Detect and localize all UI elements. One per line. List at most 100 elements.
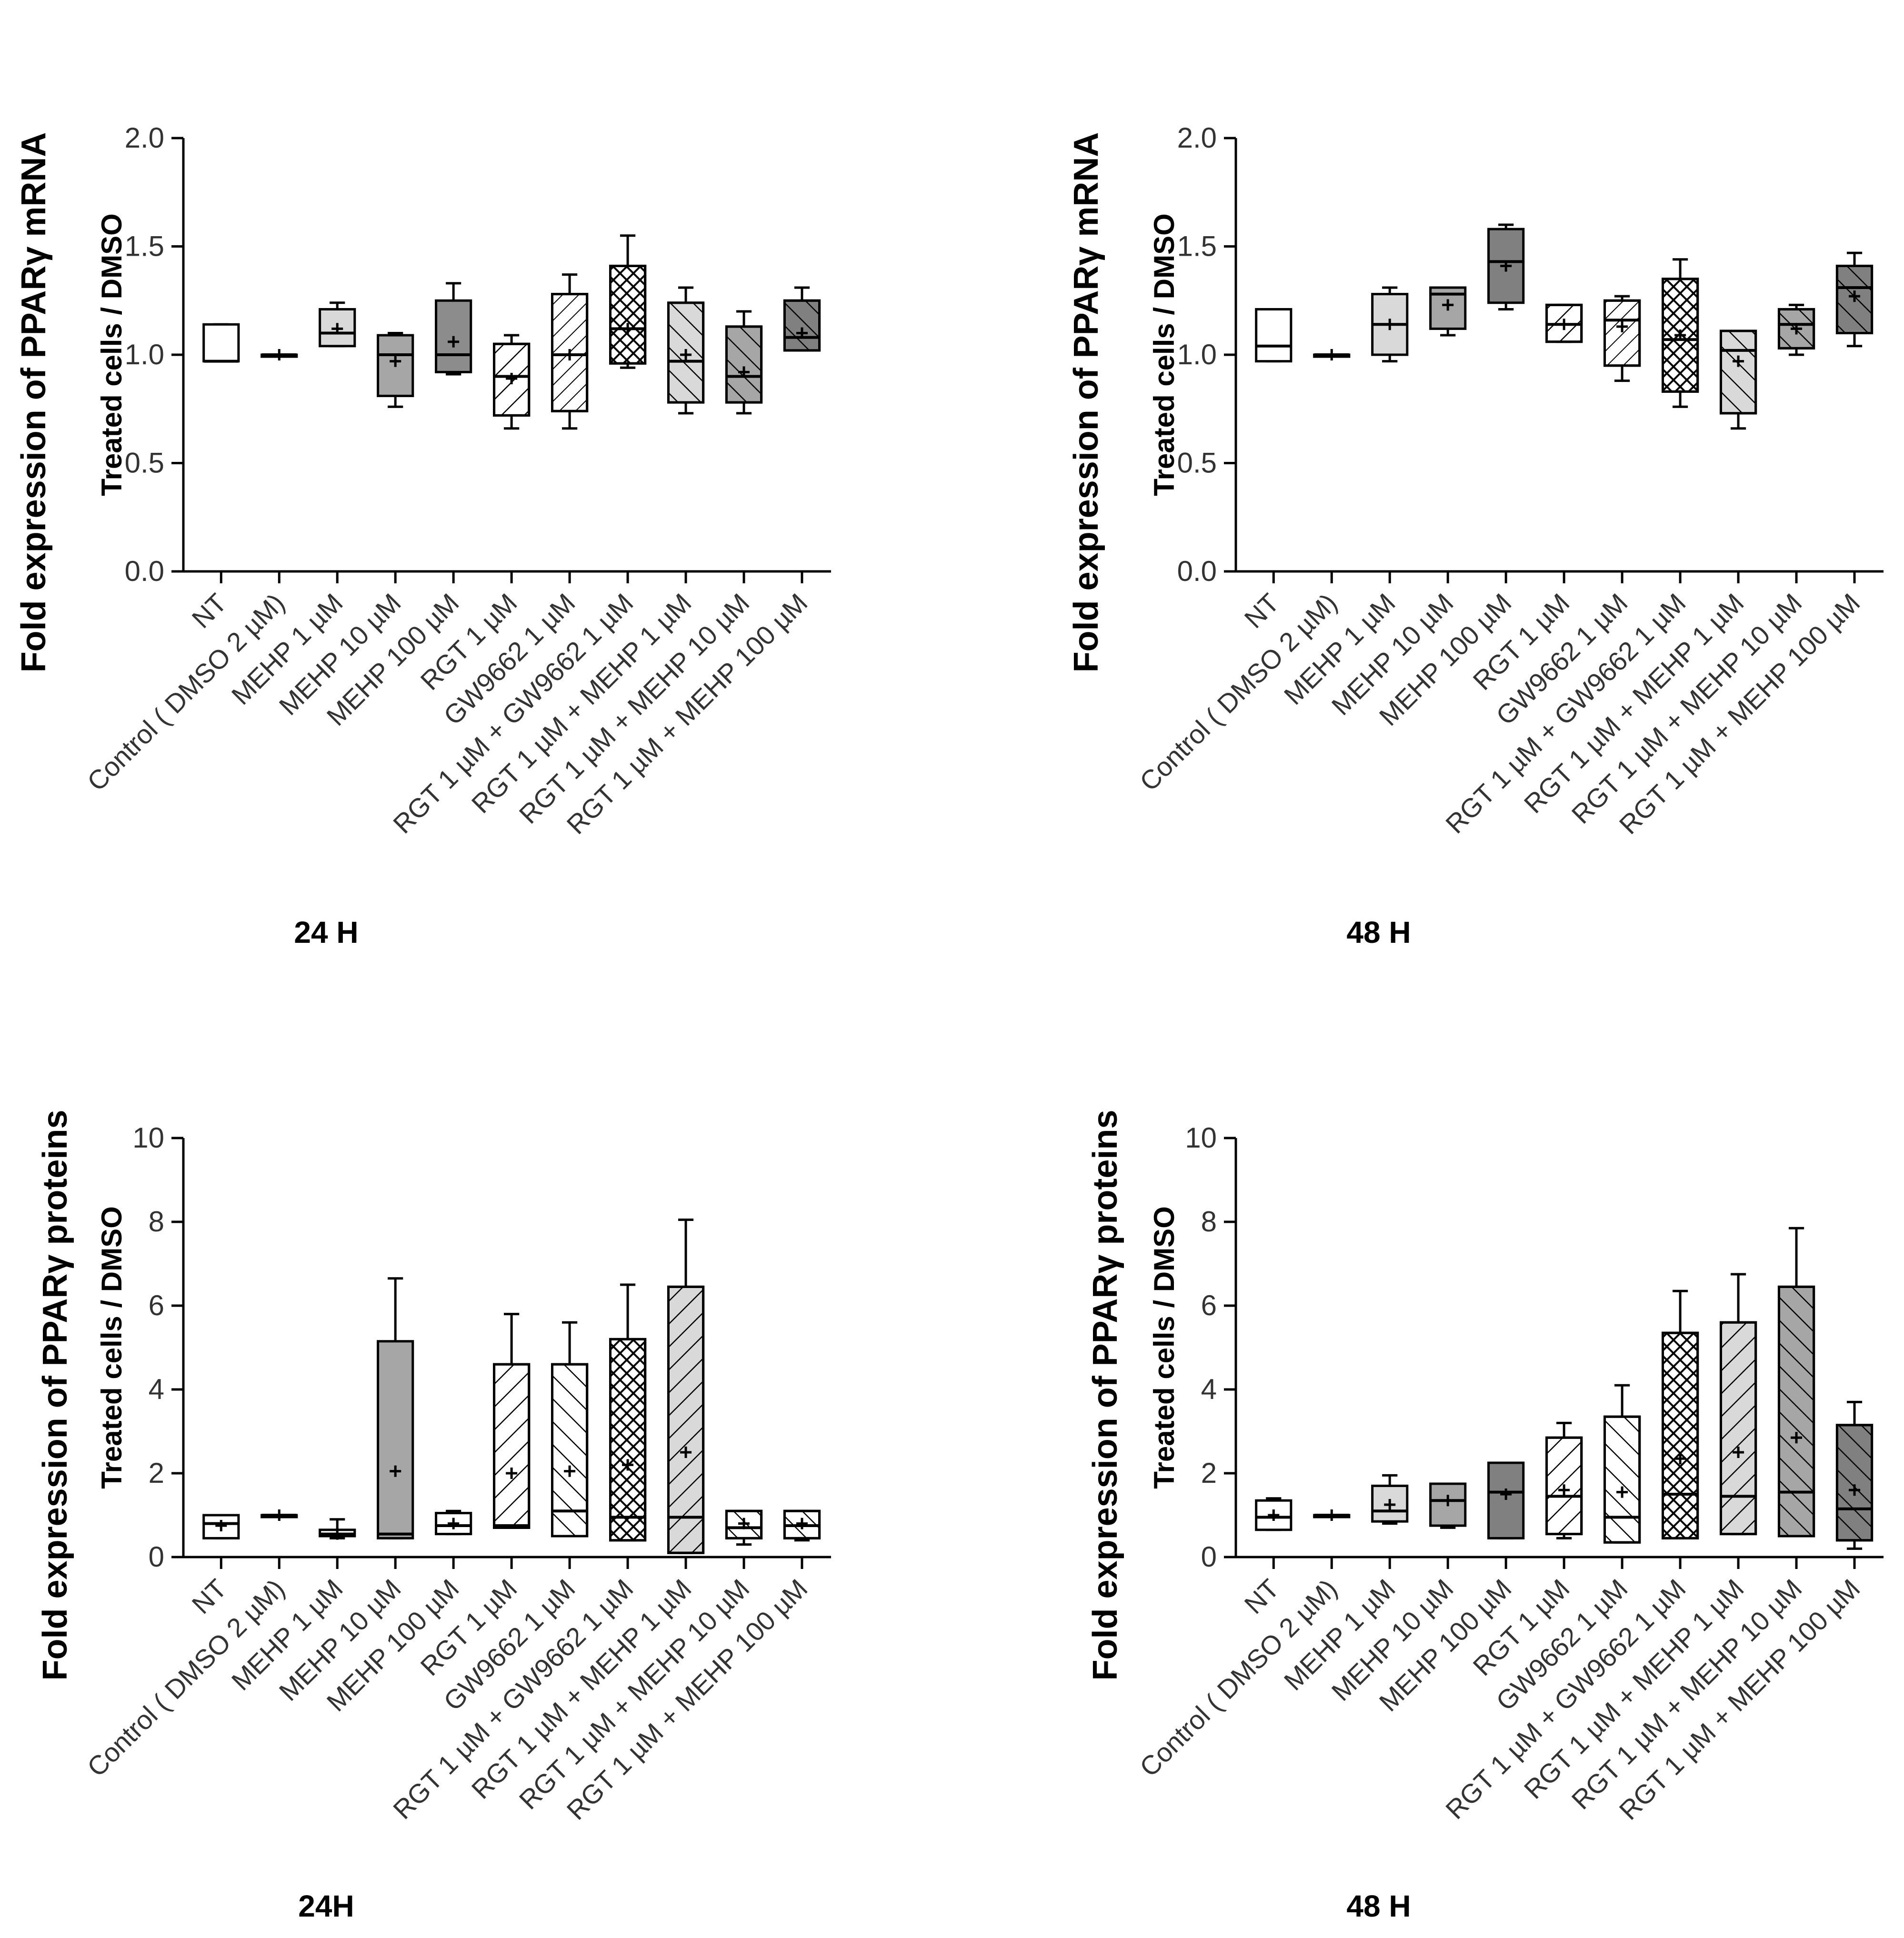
y-tick-label: 0 — [1201, 1541, 1217, 1573]
box-hatch — [1777, 308, 1815, 350]
y-tick-label: 1.5 — [125, 230, 164, 262]
y-tick-label: 2.0 — [125, 122, 164, 154]
mean-marker — [1384, 1499, 1396, 1510]
y-tick-label: 8 — [1201, 1206, 1217, 1238]
box-hatch — [1835, 264, 1874, 335]
mean-marker — [1268, 1509, 1280, 1521]
box-9 — [1777, 303, 1815, 356]
box-6 — [551, 273, 589, 430]
y-tick-label: 0.0 — [1177, 555, 1217, 587]
box-1 — [261, 1509, 298, 1521]
mean-marker — [448, 1518, 460, 1529]
box-8 — [1719, 330, 1757, 430]
mean-marker — [680, 349, 692, 360]
box-2 — [319, 301, 356, 348]
mean-marker — [1733, 355, 1744, 367]
mean-marker — [1326, 1509, 1338, 1521]
box-4 — [1487, 1461, 1525, 1539]
y-axis-title: Fold expression of PPARγ mRNA — [15, 132, 53, 673]
box-hatch — [1603, 299, 1641, 367]
x-axis-title: 48 H — [1346, 915, 1411, 949]
box-body — [202, 323, 240, 363]
mean-marker — [564, 1465, 576, 1477]
box-7 — [609, 234, 647, 369]
box-7 — [1662, 258, 1699, 408]
y-tick-label: 6 — [1201, 1289, 1217, 1321]
mean-marker — [448, 336, 460, 348]
box-6 — [551, 1321, 589, 1538]
x-tick-label: NT — [186, 1573, 232, 1619]
y-tick-label: 1.5 — [1177, 230, 1217, 262]
y-axis-title: Fold expression of PPARγ mRNA — [1067, 132, 1105, 673]
box-8 — [667, 1219, 705, 1554]
box-9 — [1777, 1227, 1815, 1538]
x-axis-title: 24H — [298, 1889, 354, 1923]
mean-marker — [1849, 1484, 1861, 1496]
y-tick-label: 4 — [1201, 1373, 1217, 1405]
mean-marker — [390, 1465, 401, 1477]
box-0 — [202, 323, 240, 363]
mean-marker — [1674, 330, 1686, 341]
box-hatch — [1662, 1331, 1699, 1539]
mean-marker — [1558, 319, 1570, 330]
mean-marker — [1558, 1484, 1570, 1496]
box-1 — [1313, 1509, 1351, 1521]
box-hatch — [1777, 1285, 1815, 1538]
box-10 — [783, 1509, 821, 1542]
box-6 — [1603, 295, 1641, 382]
box-body — [1255, 308, 1293, 363]
box-hatch — [1719, 1321, 1757, 1536]
y-tick-label: 10 — [132, 1122, 164, 1154]
box-hatch — [609, 1338, 647, 1542]
box-5 — [493, 334, 531, 430]
box-hatch — [493, 1363, 531, 1529]
y-tick-label: 8 — [149, 1206, 164, 1238]
x-tick-label: NT — [186, 588, 232, 634]
box-2 — [1371, 1474, 1409, 1525]
box-0 — [1255, 308, 1293, 363]
y-tick-label: 6 — [149, 1289, 164, 1321]
y-tick-label: 0.5 — [1177, 447, 1217, 479]
mean-marker — [1791, 323, 1803, 335]
box-body — [435, 299, 472, 373]
box-6 — [1603, 1384, 1641, 1544]
box-8 — [667, 286, 705, 415]
y-axis-title: Fold expression of PPARγ proteins — [36, 1110, 74, 1681]
box-2 — [319, 1518, 356, 1540]
mean-marker — [738, 366, 750, 378]
mean-marker — [1500, 260, 1512, 272]
mean-marker — [215, 1520, 227, 1531]
box-9 — [725, 1509, 763, 1546]
mean-marker — [273, 349, 285, 360]
box-7 — [609, 1283, 647, 1542]
box-hatch — [1545, 1436, 1583, 1536]
y-tick-label: 4 — [149, 1373, 164, 1405]
y-tick-label: 1.0 — [1177, 339, 1217, 370]
box-0 — [1255, 1497, 1293, 1531]
y-axis-title: Fold expression of PPARγ proteins — [1086, 1110, 1124, 1681]
mean-marker — [506, 373, 518, 385]
box-2 — [1371, 286, 1409, 363]
mean-marker — [796, 327, 808, 339]
y-tick-label: 2 — [1201, 1457, 1217, 1489]
mean-marker — [622, 1459, 634, 1471]
box-3 — [377, 332, 414, 408]
mean-marker — [1791, 1432, 1803, 1444]
y-tick-label: 0 — [149, 1541, 164, 1573]
box-7 — [1662, 1289, 1699, 1539]
y-tick-label: 0.0 — [125, 555, 164, 587]
chart-panel-bottom-left: 0 2 4 6 8 10 Fold expression of PPARγ proteins… — [36, 1110, 831, 1923]
mean-marker — [1616, 1486, 1628, 1498]
x-tick-label: NT — [1238, 588, 1284, 634]
mean-marker — [1384, 319, 1396, 330]
box-4 — [435, 1509, 472, 1536]
x-axis-title: 48 H — [1346, 1889, 1411, 1923]
mean-marker — [1674, 1453, 1686, 1465]
y-axis-subtitle: Treated cells / DMSO — [1148, 1206, 1180, 1489]
mean-marker — [680, 1447, 692, 1458]
mean-marker — [1326, 349, 1338, 360]
box-3 — [377, 1277, 414, 1539]
mean-marker — [622, 323, 634, 335]
box-3 — [1429, 286, 1467, 337]
y-axis-subtitle: Treated cells / DMSO — [1148, 213, 1180, 496]
